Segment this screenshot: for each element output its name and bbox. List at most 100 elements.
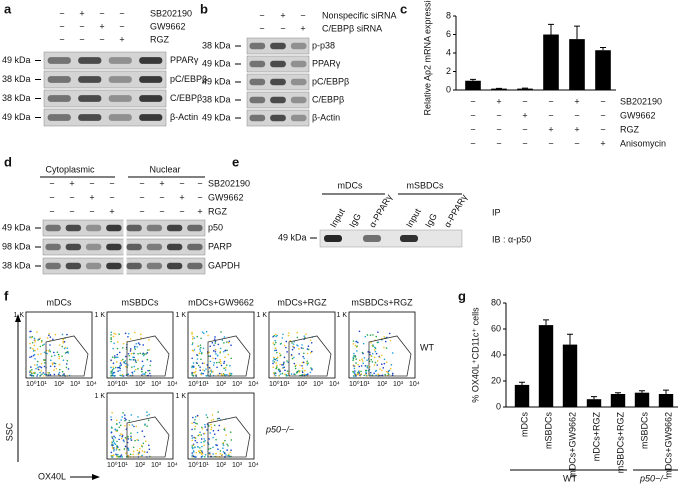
flow-dot	[371, 352, 374, 355]
flow-dot	[65, 366, 68, 369]
flow-dot	[199, 346, 202, 349]
flow-dot	[127, 438, 130, 440]
flow-dot	[217, 374, 219, 376]
flow-dot	[66, 347, 69, 350]
flow-dot	[141, 353, 144, 355]
flow-dot	[358, 359, 361, 362]
flow-dot	[280, 342, 282, 345]
flow-dot	[196, 423, 198, 425]
flow-dot	[123, 414, 126, 416]
flow-dot	[282, 333, 284, 336]
flow-dot	[29, 342, 31, 345]
flow-dot	[217, 411, 219, 413]
blot-band	[270, 96, 286, 104]
flow-dot	[301, 365, 303, 367]
sign: −	[197, 178, 202, 188]
flow-dot	[273, 372, 275, 375]
flow-dot	[199, 431, 201, 434]
flow-dot	[58, 357, 61, 360]
flow-dot	[383, 335, 385, 338]
flow-dot	[112, 454, 115, 456]
blot-band	[187, 224, 203, 232]
flow-dot	[111, 427, 113, 429]
sign: −	[574, 110, 579, 120]
flow-dot	[282, 362, 285, 365]
flow-dot	[30, 355, 33, 358]
flow-dot	[131, 371, 133, 374]
flow-dot	[357, 363, 359, 366]
blot-band	[126, 243, 142, 251]
flow-dot	[124, 445, 127, 448]
flow-dot	[228, 372, 231, 375]
plot-title: mSBDCs	[121, 297, 159, 307]
flow-dot	[224, 439, 226, 442]
blot-strip	[43, 70, 167, 89]
band-label: GAPDH	[208, 260, 240, 270]
flow-dot	[34, 357, 36, 360]
blot-band	[85, 224, 102, 232]
flow-dot	[123, 448, 126, 450]
flow-dot	[212, 446, 214, 449]
x-tick: 10²	[297, 381, 308, 388]
x-tick: 10⁰10¹	[107, 380, 128, 388]
flow-dot	[145, 353, 147, 355]
flow-dot	[227, 341, 230, 344]
flow-dot	[58, 344, 61, 346]
flow-dot	[298, 348, 300, 350]
flow-dot	[66, 350, 69, 353]
flow-dot	[369, 374, 372, 376]
flow-dot	[123, 440, 125, 443]
sign: −	[49, 192, 54, 202]
flow-dot	[205, 414, 208, 416]
flow-dot	[119, 369, 121, 372]
sign: −	[300, 10, 305, 20]
flow-dot	[117, 370, 119, 372]
flow-dot	[34, 349, 36, 352]
flow-dot	[110, 370, 113, 373]
flow-dot	[199, 350, 202, 352]
y-top: 1 K	[94, 393, 105, 400]
flow-dot	[32, 371, 35, 374]
flow-dot	[224, 452, 226, 455]
flow-dot	[355, 362, 357, 364]
flow-dot	[113, 332, 116, 335]
flow-dot	[389, 339, 392, 342]
blot-band	[65, 224, 82, 232]
sign: +	[574, 96, 579, 106]
sign: −	[179, 206, 184, 216]
flow-dot	[111, 444, 113, 446]
flow-dot	[46, 337, 49, 339]
flow-dot	[192, 335, 194, 338]
flow-dot	[361, 358, 363, 361]
flow-dot	[112, 440, 115, 443]
blot-band	[139, 114, 163, 121]
flow-dot	[361, 360, 364, 362]
flow-dot	[306, 352, 309, 355]
flow-dot	[132, 453, 134, 456]
flow-dot	[307, 373, 309, 375]
flow-dot	[194, 370, 197, 373]
flow-dot	[194, 446, 196, 449]
flow-dot	[114, 428, 116, 431]
flow-dot	[216, 366, 218, 369]
flow-dot	[222, 373, 225, 376]
flow-dot	[118, 421, 121, 424]
x-tick-label: mSBDCs+RGZ	[615, 412, 625, 474]
flow-dot	[217, 429, 220, 432]
flow-dot	[221, 454, 223, 456]
flow-dot	[219, 360, 222, 363]
flow-dot	[62, 338, 65, 341]
flow-dot	[286, 374, 289, 377]
blot-band	[126, 224, 142, 232]
flow-dot	[370, 341, 372, 344]
group-header: mDCs	[338, 180, 363, 190]
flow-dot	[225, 454, 227, 456]
flow-dot	[33, 337, 36, 340]
sign: −	[139, 192, 144, 202]
flow-dot	[137, 352, 139, 355]
flow-dot	[201, 428, 204, 430]
flow-dot	[193, 371, 195, 374]
sign: −	[197, 192, 202, 202]
sign: −	[548, 138, 553, 148]
